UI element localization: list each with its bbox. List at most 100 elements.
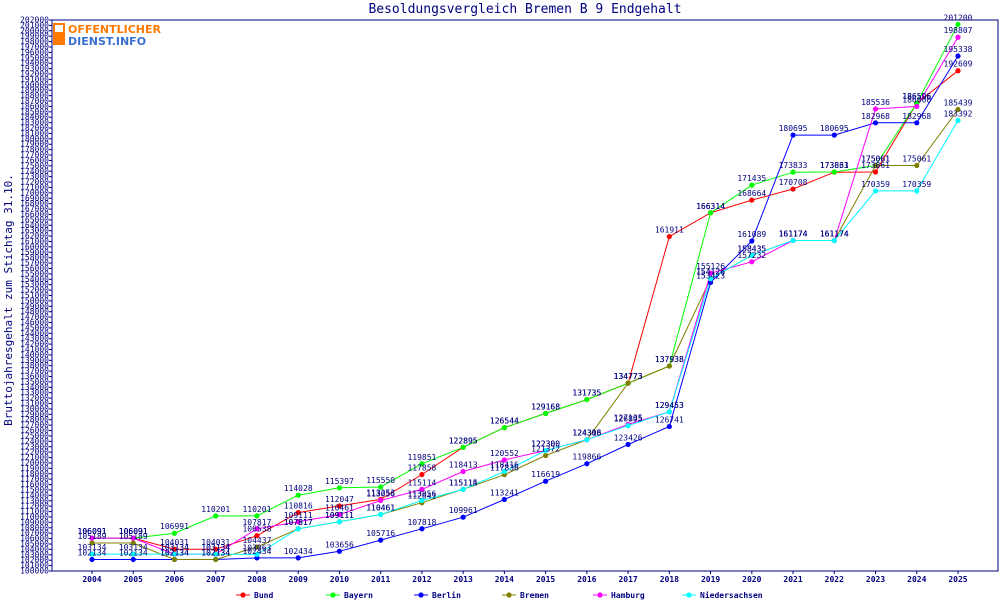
data-label-bremen: 175061: [861, 155, 890, 164]
data-label-bremen: 105189: [78, 532, 107, 541]
data-point-bund: [171, 546, 178, 552]
y-tick-label: 187000: [20, 97, 49, 106]
y-tick-label: 135000: [20, 377, 49, 386]
y-tick-label: 117000: [20, 475, 49, 484]
data-point-hamburg: [378, 497, 384, 504]
data-label-niedersachsen: 113056: [407, 489, 436, 498]
x-tick-label-2025: 2025: [948, 575, 967, 584]
data-label-berlin: 105716: [366, 529, 395, 538]
y-tick-label: 165000: [20, 215, 49, 224]
data-label-berlin: 102134: [160, 548, 189, 557]
data-label-berlin: 195338: [944, 45, 973, 54]
data-label-hamburg: 161174: [779, 230, 808, 239]
y-tick-label: 151000: [20, 291, 49, 300]
data-point-bund: [749, 197, 755, 203]
data-point-berlin: [666, 423, 672, 430]
y-tick-label: 147000: [20, 313, 49, 322]
data-label-niedersachsen: 170359: [902, 180, 931, 189]
data-label-hamburg: 186000: [902, 95, 931, 104]
data-point-bayern: [707, 210, 714, 216]
data-label-bayern: 106991: [160, 522, 189, 531]
data-label-bayern: 115550: [366, 476, 395, 485]
data-label-hamburg: 185536: [861, 98, 890, 107]
data-label-bund: 170708: [779, 178, 808, 187]
y-tick-label: 139000: [20, 356, 49, 365]
x-tick-label-2017: 2017: [618, 575, 637, 584]
y-tick-label: 100000: [20, 567, 49, 576]
data-label-bremen: 102134: [201, 548, 230, 557]
data-point-bund: [955, 68, 961, 74]
data-label-bremen: 158435: [737, 244, 766, 253]
data-point-bund: [790, 186, 796, 192]
y-tick-label: 184000: [20, 113, 49, 122]
data-point-bremen: [914, 162, 920, 169]
y-tick-label: 115000: [20, 485, 49, 494]
y-axis-ticks: 1000001010001020001030001040001050001060…: [20, 16, 52, 576]
data-point-bremen: [213, 556, 219, 563]
data-label-berlin: 119866: [572, 453, 601, 462]
data-point-niedersachsen: [130, 551, 136, 557]
y-tick-label: 134000: [20, 383, 49, 392]
data-label-berlin: 102434: [242, 547, 271, 556]
y-tick-label: 127000: [20, 421, 49, 430]
y-tick-label: 171000: [20, 183, 49, 192]
y-tick-label: 116000: [20, 480, 49, 489]
y-tick-label: 143000: [20, 334, 49, 343]
data-label-bund: 168664: [737, 189, 766, 198]
data-label-hamburg: 106091: [78, 527, 107, 536]
data-label-niedersachsen: 183392: [944, 110, 973, 119]
data-point-hamburg: [460, 468, 466, 475]
data-point-niedersachsen: [213, 551, 219, 557]
data-point-bremen: [130, 540, 136, 546]
y-tick-label: 198000: [20, 37, 49, 46]
y-tick-label: 148000: [20, 307, 49, 316]
data-point-bayern: [171, 530, 178, 536]
data-label-bayern: 131735: [572, 389, 601, 398]
data-point-bremen: [543, 452, 549, 459]
data-point-hamburg: [130, 535, 136, 541]
legend-label-bayern: Bayern: [344, 591, 373, 600]
data-labels: 106091 106091 104031 104031 106538 110816 1120…: [78, 13, 973, 557]
data-point-berlin: [501, 496, 507, 503]
data-point-bremen: [955, 106, 961, 113]
x-tick-label-2018: 2018: [660, 575, 679, 584]
x-tick-label-2014: 2014: [495, 575, 514, 584]
x-tick-label-2007: 2007: [206, 575, 225, 584]
data-point-bremen: [666, 363, 672, 369]
data-label-hamburg: 106091: [119, 527, 148, 536]
data-label-niedersachsen: 103134: [201, 543, 230, 552]
data-point-niedersachsen: [625, 423, 631, 429]
data-point-berlin: [130, 556, 136, 563]
legend-label-niedersachsen: Niedersachsen: [700, 590, 763, 600]
data-point-berlin: [749, 238, 755, 244]
data-label-bremen: 109111: [325, 511, 354, 520]
data-label-hamburg: 122300: [531, 440, 560, 449]
data-point-bayern: [790, 169, 796, 175]
data-label-bremen: 115115: [449, 478, 478, 487]
data-label-niedersachsen: 129453: [655, 401, 684, 410]
data-label-berlin: 102134: [119, 548, 148, 557]
data-point-berlin: [790, 132, 796, 138]
data-label-hamburg: 118413: [449, 461, 478, 470]
data-label-bund: 104031: [160, 538, 189, 547]
data-label-bayern: 173833: [779, 161, 808, 170]
x-tick-label-2013: 2013: [454, 575, 473, 584]
x-tick-label-2006: 2006: [165, 575, 184, 584]
data-label-bayern: 119851: [407, 453, 436, 462]
y-tick-label: 152000: [20, 286, 49, 295]
y-tick-label: 163000: [20, 226, 49, 235]
y-tick-label: 109000: [20, 518, 49, 527]
data-point-bund: [295, 509, 301, 516]
data-point-bund: [254, 533, 260, 539]
y-tick-label: 185000: [20, 107, 49, 116]
data-point-bayern: [378, 484, 384, 490]
legend-marker-bremen: [506, 592, 512, 598]
data-label-berlin: 161089: [737, 230, 766, 239]
data-label-bund: 166314: [696, 202, 725, 211]
y-tick-label: 137000: [20, 367, 49, 376]
x-tick-label-2023: 2023: [866, 575, 885, 584]
y-tick-label: 193000: [20, 64, 49, 73]
data-label-bremen: 185439: [944, 98, 973, 107]
y-tick-label: 108000: [20, 523, 49, 532]
legend-marker-bayern: [330, 592, 336, 598]
